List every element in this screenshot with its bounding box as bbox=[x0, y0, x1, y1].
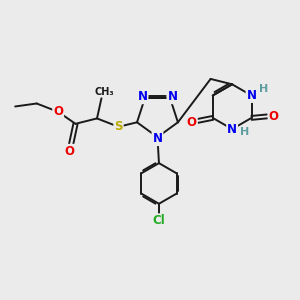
Text: N: N bbox=[247, 89, 256, 102]
Text: CH₃: CH₃ bbox=[95, 86, 114, 97]
Text: N: N bbox=[167, 90, 178, 103]
Text: Cl: Cl bbox=[153, 214, 165, 227]
Text: O: O bbox=[187, 116, 197, 129]
Text: O: O bbox=[268, 110, 279, 123]
Text: O: O bbox=[53, 105, 63, 118]
Text: O: O bbox=[64, 145, 74, 158]
Text: N: N bbox=[227, 123, 237, 136]
Text: N: N bbox=[137, 90, 147, 103]
Text: S: S bbox=[114, 120, 123, 133]
Text: H: H bbox=[260, 84, 269, 94]
Text: N: N bbox=[152, 132, 163, 145]
Text: H: H bbox=[240, 127, 249, 137]
